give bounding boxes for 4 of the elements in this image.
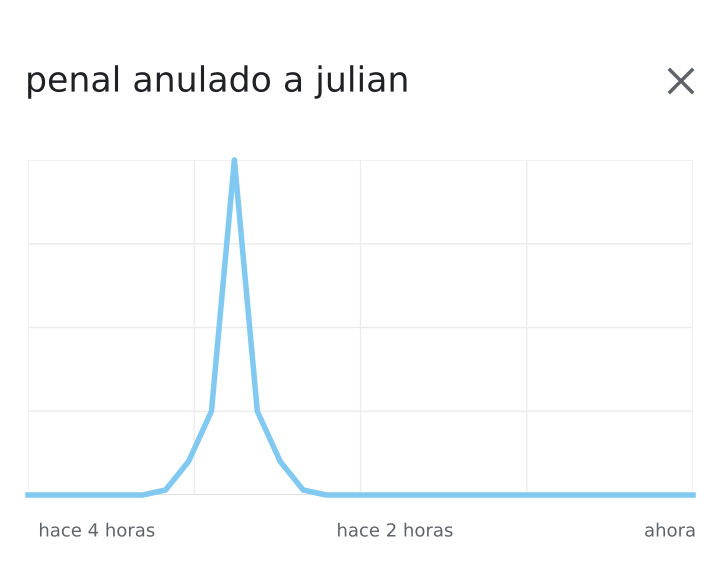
chart-title: penal anulado a julian: [28, 65, 407, 99]
x-tick-label: ahora: [645, 522, 694, 537]
x-tick-label: hace 2 horas: [338, 522, 452, 537]
x-tick-label: hace 4 horas: [40, 522, 154, 537]
